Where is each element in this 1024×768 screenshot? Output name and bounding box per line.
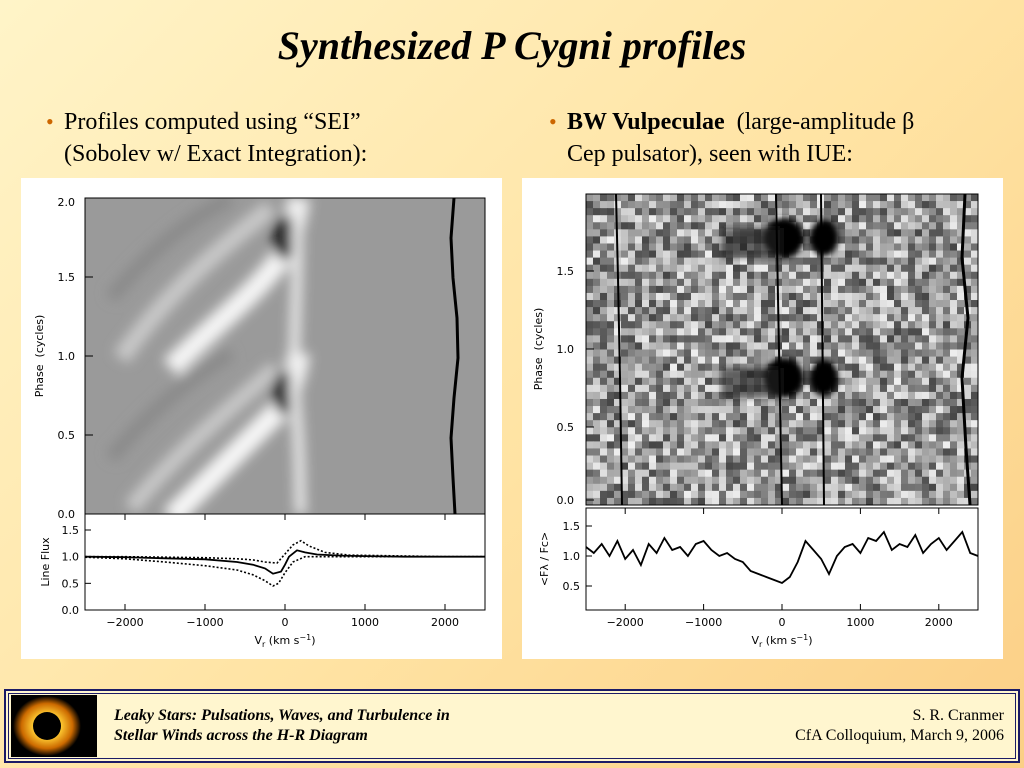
footer-right-line1: S. R. Cranmer (912, 707, 1004, 724)
r-bottom-ylabel: <Fλ / Fc> (538, 532, 551, 586)
iue-figure-svg: 0.0 0.5 1.0 1.5 Phase (cycles) −2000 −100… (532, 193, 979, 649)
ytick-label: 1.5 (563, 520, 581, 533)
bullet-left-line1: Profiles computed using “SEI” (64, 109, 361, 135)
xtick-label: −2000 (607, 616, 644, 629)
iue-heatmap-features (722, 218, 838, 398)
bullet-dot-icon: • (46, 109, 54, 134)
top-ytick-0: 0.0 (58, 508, 76, 521)
iue-figure-panel: 0.0 0.5 1.0 1.5 Phase (cycles) −2000 −100… (522, 178, 1003, 659)
series-line-0 (585, 530, 979, 585)
sei-figure-panel: 0.0 0.5 1.0 1.5 2.0 Phase (cycles) −2000… (21, 178, 502, 659)
bullet-right-line2: Cep pulsator), seen with IUE: (567, 141, 853, 167)
sei-top-yaxis: 0.0 0.5 1.0 1.5 2.0 Phase (cycles) (33, 196, 93, 521)
top-ytick-4: 2.0 (58, 196, 76, 209)
line-yticks: 0.0 0.5 1.0 1.5 (62, 524, 91, 617)
r-bottom-xlabel: Vr (km s−1) (751, 633, 812, 649)
r-top-ytick-3: 1.5 (557, 265, 575, 278)
top-ylabel: Phase (cycles) (33, 315, 46, 398)
xtick-label: 2000 (925, 616, 953, 629)
xtick-label: −2000 (106, 616, 143, 629)
eclipse-corona-image (11, 695, 97, 757)
r-line-series-group (585, 530, 979, 585)
bullet-dot-icon: • (549, 109, 557, 134)
sei-line-plot: −2000 −1000 0 1000 2000 0.0 0.5 1.0 1.5 Line Fl… (39, 513, 486, 649)
bottom-ylabel: Line Flux (39, 537, 52, 587)
sei-heatmap (84, 197, 486, 515)
slide-footer: Leaky Stars: Pulsations, Waves, and Turb… (4, 689, 1020, 763)
series-line-1 (85, 539, 485, 564)
xtick-label: −1000 (685, 616, 722, 629)
footer-author: S. R. Cranmer CfA Colloquium, March 9, 2… (795, 706, 1004, 746)
slide-title: Synthesized P Cygni profiles (277, 23, 747, 68)
r-top-ytick-2: 1.0 (557, 343, 575, 356)
ytick-label: 1.0 (563, 550, 581, 563)
footer-talk-title: Leaky Stars: Pulsations, Waves, and Turb… (114, 706, 450, 746)
top-ytick-1: 0.5 (58, 429, 76, 442)
heatmap-features (105, 198, 310, 514)
r-top-ylabel: Phase (cycles) (532, 308, 545, 391)
xtick-label: 0 (282, 616, 289, 629)
bullet-right: • BW Vulpeculae (large-amplitude β Cep p… (549, 106, 1007, 170)
ytick-label: 0.5 (62, 577, 80, 590)
xtick-label: 1000 (846, 616, 874, 629)
sei-figure-svg: 0.0 0.5 1.0 1.5 2.0 Phase (cycles) −2000… (33, 196, 486, 649)
iue-top-yaxis: 0.0 0.5 1.0 1.5 Phase (cycles) (532, 265, 594, 507)
footer-right-line2: CfA Colloquium, March 9, 2006 (795, 727, 1004, 744)
xtick-label: 0 (779, 616, 786, 629)
bullet-right-bold: BW Vulpeculae (567, 109, 725, 135)
top-ytick-3: 1.5 (58, 271, 76, 284)
ytick-label: 1.5 (62, 524, 80, 537)
ytick-label: 1.0 (62, 551, 80, 564)
line-xticks: −2000 −1000 0 1000 2000 (106, 514, 459, 629)
r-top-ytick-0: 0.0 (557, 494, 575, 507)
xtick-label: 1000 (351, 616, 379, 629)
footer-left-line1: Leaky Stars: Pulsations, Waves, and Turb… (114, 707, 450, 724)
xtick-label: 2000 (431, 616, 459, 629)
bullet-left: • Profiles computed using “SEI” (Sobolev… (46, 106, 484, 170)
ytick-label: 0.0 (62, 604, 80, 617)
bullet-left-line2: (Sobolev w/ Exact Integration): (64, 141, 368, 167)
r-line-yticks: 0.5 1.0 1.5 (563, 520, 592, 593)
iue-heatmap (585, 193, 979, 506)
bullet-right-line1: BW Vulpeculae (large-amplitude β (567, 106, 1007, 138)
line-series-group (84, 539, 485, 587)
top-ytick-2: 1.0 (58, 350, 76, 363)
heatmap-trace-line (449, 198, 460, 514)
footer-left-line2: Stellar Winds across the H-R Diagram (114, 727, 368, 744)
r-top-ytick-1: 0.5 (557, 421, 575, 434)
iue-line-plot: −2000 −1000 0 1000 2000 0.51.01.5 <Fλ / Fc> … (538, 507, 979, 649)
xtick-label: −1000 (186, 616, 223, 629)
ytick-label: 0.5 (563, 580, 581, 593)
bullet-right-rest: (large-amplitude β (736, 109, 915, 135)
series-line-2 (84, 555, 485, 587)
r-line-xticks: −2000 −1000 0 1000 2000 (607, 508, 953, 629)
bottom-xlabel: Vr (km s−1) (254, 633, 315, 649)
